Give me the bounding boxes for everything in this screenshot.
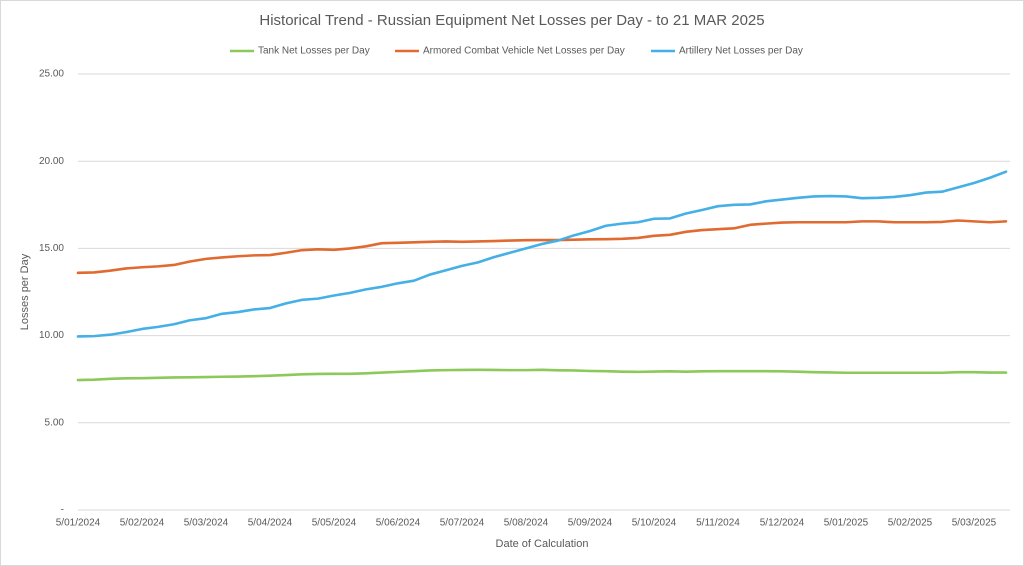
legend-label: Tank Net Losses per Day [258, 46, 370, 57]
x-tick-label: 5/02/2025 [888, 518, 933, 529]
series-line [76, 368, 1008, 382]
y-tick-label: 15.00 [39, 243, 64, 254]
series-line [76, 219, 1008, 275]
chart-title: Historical Trend - Russian Equipment Net… [259, 12, 764, 29]
x-tick-label: 5/04/2024 [248, 518, 293, 529]
legend-label: Armored Combat Vehicle Net Losses per Da… [423, 46, 625, 57]
x-tick-label: 5/08/2024 [504, 518, 549, 529]
x-tick-label: 5/01/2025 [824, 518, 869, 529]
y-tick-label: 20.00 [39, 156, 64, 167]
x-axis-title: Date of Calculation [496, 538, 589, 550]
legend-label: Artillery Net Losses per Day [679, 46, 803, 57]
y-tick-label: 5.00 [45, 417, 65, 428]
x-tick-label: 5/01/2024 [56, 518, 101, 529]
y-tick-label: 10.00 [39, 330, 64, 341]
x-tick-label: 5/03/2025 [952, 518, 997, 529]
x-tick-label: 5/11/2024 [696, 518, 740, 529]
x-tick-label: 5/02/2024 [120, 518, 165, 529]
y-axis-title: Losses per Day [19, 253, 31, 330]
x-tick-label: 5/09/2024 [568, 518, 613, 529]
y-tick-label: 25.00 [39, 69, 64, 80]
x-tick-label: 5/03/2024 [184, 518, 229, 529]
x-tick-label: 5/06/2024 [376, 518, 421, 529]
x-tick-label: 5/05/2024 [312, 518, 357, 529]
series-line [76, 170, 1008, 338]
x-tick-label: 5/12/2024 [760, 518, 805, 529]
x-tick-label: 5/10/2024 [632, 518, 677, 529]
x-tick-label: 5/07/2024 [440, 518, 485, 529]
y-tick-label: - [61, 505, 64, 516]
